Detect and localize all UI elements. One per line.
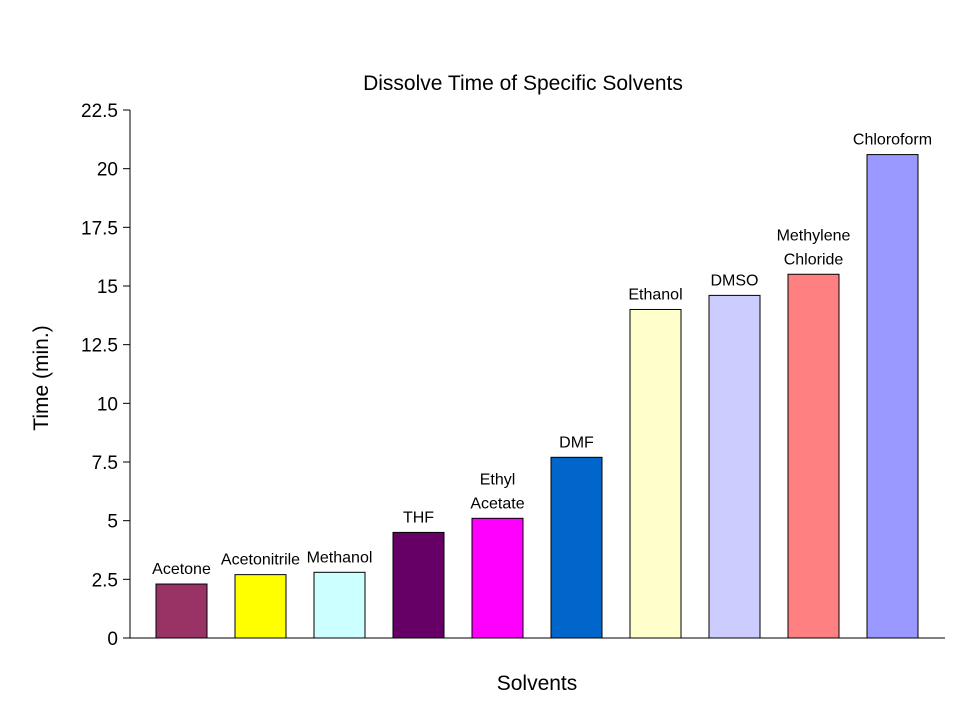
bar-label-methanol: Methanol [307, 549, 373, 566]
bar-thf [392, 531, 445, 639]
y-tick-label: 20 [97, 160, 118, 181]
bar-labels-group: Acetone Acetonitrile Methanol THF Ethyl Aceta… [152, 132, 932, 578]
bar-ethanol [629, 308, 682, 639]
bar-methanol [313, 571, 366, 639]
bar-label-ethyl-acetate: Ethyl Acetate [470, 471, 524, 512]
bar-label-ethanol: Ethanol [628, 286, 682, 303]
y-tick-label: 12.5 [81, 336, 118, 357]
y-tick-label: 2.5 [92, 570, 118, 591]
y-axis: 0 2.5 5 7.5 10 12.5 15 17.5 20 22.5 [81, 101, 945, 650]
bar-label-acetonitrile: Acetonitrile [221, 552, 300, 569]
y-tick-label: 7.5 [92, 453, 118, 474]
bar-acetonitrile [234, 574, 287, 639]
bar-label-thf: THF [403, 509, 434, 526]
y-tick-label: 0 [107, 629, 118, 650]
y-tick-label: 17.5 [81, 218, 118, 239]
bar-chloroform [866, 154, 919, 639]
bar-acetone [155, 583, 208, 639]
bar-label-chloroform: Chloroform [853, 132, 932, 149]
y-tick-label: 15 [97, 277, 118, 298]
chart-title: Dissolve Time of Specific Solvents [363, 72, 683, 95]
bar-label-acetone: Acetone [152, 561, 211, 578]
bar-methylene-chloride [787, 273, 840, 639]
bar-ethyl-acetate [471, 517, 524, 639]
y-axis-title: Time (min.) [30, 325, 53, 430]
bar-label-methylene-chloride: Methylene Chloride [777, 227, 851, 268]
bar-label-dmso: DMSO [711, 272, 759, 289]
bars-group [155, 154, 919, 639]
bar-dmso [708, 294, 761, 639]
x-axis-title: Solvents [497, 672, 578, 695]
y-tick-label: 22.5 [81, 101, 118, 122]
bar-dmf [550, 456, 603, 639]
bar-label-dmf: DMF [559, 434, 594, 451]
y-tick-label: 5 [107, 512, 118, 533]
y-tick-label: 10 [97, 394, 118, 415]
